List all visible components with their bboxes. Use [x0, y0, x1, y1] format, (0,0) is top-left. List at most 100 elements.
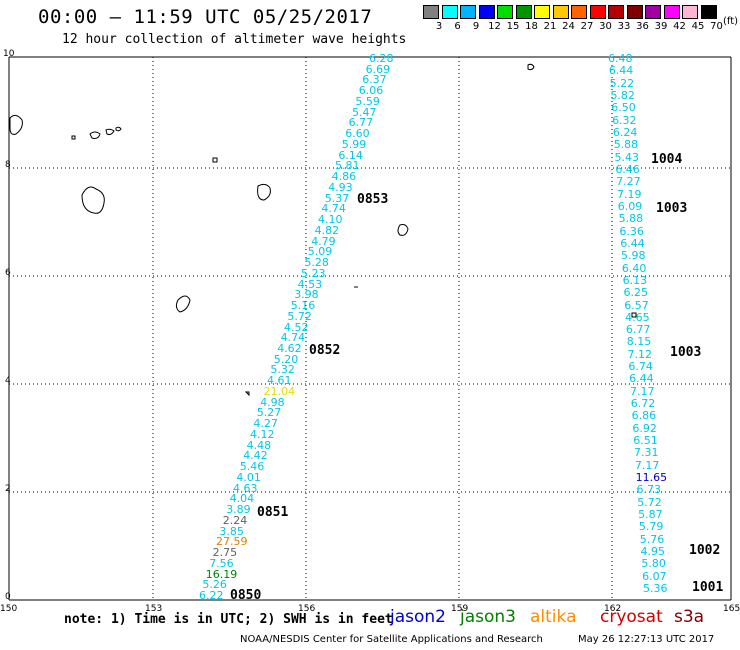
- colorbar-label: 6: [454, 21, 461, 32]
- wave-height-value: 7.19: [616, 187, 642, 201]
- island-outline: [244, 391, 250, 397]
- pass-time-label: 0850: [230, 588, 262, 603]
- island-outline: [89, 131, 101, 139]
- colorbar-swatch: [534, 5, 550, 19]
- wave-height-value: 6.72: [630, 397, 656, 411]
- colorbar-label: 42: [673, 21, 686, 32]
- colorbar-label: 70: [710, 21, 723, 32]
- colorbar-label: 45: [691, 21, 705, 32]
- wave-height-value: 21.04: [263, 384, 296, 398]
- colorbar-swatch: [478, 5, 495, 19]
- wave-height-value: 5.46: [239, 460, 265, 474]
- island-outline: [527, 63, 535, 71]
- wave-height-value: 6.74: [628, 360, 653, 374]
- island-outlines: [9, 63, 637, 397]
- wave-height-value: 5.80: [641, 557, 666, 571]
- wave-height-value: 5.37: [324, 191, 350, 205]
- wave-height-value: 5.59: [355, 94, 380, 108]
- wave-height-value: 4.65: [625, 310, 650, 324]
- wave-height-value: 6.50: [611, 101, 636, 115]
- wave-height-value: 6.57: [624, 298, 649, 312]
- pass-time-label: 0852: [309, 343, 341, 358]
- wave-height-value: 6.69: [365, 62, 391, 76]
- wave-height-value: 4.12: [250, 427, 275, 441]
- colorbar-label: 21: [543, 21, 557, 32]
- wave-height-value: 5.82: [610, 88, 635, 102]
- wave-height-value: 5.22: [609, 76, 635, 90]
- wave-height-value: 5.98: [621, 249, 646, 263]
- wave-height-value: 5.43: [614, 150, 640, 164]
- y-tick-label: 6: [5, 268, 11, 278]
- wave-height-value: 4.52: [284, 320, 309, 334]
- wave-height-value: 5.09: [307, 245, 333, 259]
- wave-height-value: 4.95: [640, 545, 666, 559]
- wave-height-value: 6.24: [612, 125, 638, 139]
- colorbar-label: 9: [472, 21, 480, 32]
- wave-height-value: 6.48: [608, 52, 633, 65]
- island-outline: [257, 183, 271, 201]
- wave-height-value: 4.74: [280, 331, 306, 345]
- x-tick-label: 150: [0, 604, 18, 614]
- island-outline: [175, 295, 191, 313]
- wave-height-value: 6.22: [199, 589, 224, 602]
- wave-height-value: 6.14: [338, 148, 363, 162]
- colorbar-swatch: [441, 5, 458, 19]
- wave-height-value: 6.09: [617, 199, 643, 213]
- legend-altika: altika: [530, 607, 577, 627]
- wave-height-value: 4.01: [236, 470, 261, 484]
- wave-height-value: 5.88: [618, 212, 644, 226]
- legend-jason2: jason2: [390, 607, 446, 627]
- wave-height-value: 5.20: [273, 352, 299, 366]
- wave-height-value: 5.26: [202, 578, 227, 592]
- wave-height-value: 6.60: [345, 127, 370, 141]
- wave-height-value: 5.16: [290, 299, 316, 313]
- colorbar-swatch: [515, 5, 532, 19]
- y-tick-label: 4: [5, 376, 11, 386]
- legend-jason3: jason3: [460, 607, 516, 627]
- colorbar-swatch: [589, 5, 606, 19]
- colorbar-swatch: [626, 5, 643, 19]
- colorbar-swatch: [460, 5, 476, 19]
- island-outline: [81, 186, 105, 214]
- island-outline: [115, 126, 122, 132]
- colorbar-label: 39: [654, 21, 668, 32]
- wave-height-value: 5.99: [341, 137, 367, 151]
- colorbar-label: 36: [636, 21, 649, 32]
- pass-time-label: 1003: [670, 345, 702, 360]
- wave-height-value: 6.77: [348, 116, 374, 130]
- pass-time-label: 0851: [257, 505, 289, 520]
- colorbar-swatch: [552, 5, 569, 19]
- footer-organization: NOAA/NESDIS Center for Satellite Applica…: [240, 634, 543, 645]
- wave-height-value: 7.56: [209, 556, 234, 570]
- wave-height-value: 5.23: [301, 266, 326, 280]
- footer-timestamp: May 26 12:27:13 UTC 2017: [578, 634, 715, 645]
- wave-height-value: 6.36: [619, 224, 644, 238]
- wave-height-value: 5.32: [270, 363, 295, 377]
- island-outline: [105, 128, 115, 136]
- colorbar-swatch: [663, 5, 680, 19]
- wave-height-value: 6.40: [621, 261, 647, 275]
- colorbar-swatch: [423, 5, 439, 19]
- wave-height-value: 4.82: [314, 223, 340, 237]
- wave-height-value: 4.93: [328, 180, 353, 194]
- wave-height-value: 6.07: [642, 569, 667, 583]
- wave-height-value: 6.25: [623, 286, 648, 300]
- wave-height-value: 11.65: [635, 471, 668, 485]
- wave-height-value: 5.87: [638, 508, 663, 522]
- island-outline: [9, 114, 23, 135]
- island-outline: [397, 224, 409, 236]
- colorbar-label: 30: [599, 21, 612, 32]
- wave-height-value: 6.77: [625, 323, 651, 337]
- wave-height-value: 6.51: [633, 434, 658, 448]
- wave-height-value: 16.19: [205, 567, 238, 581]
- wave-height-value: 6.13: [622, 273, 648, 287]
- wave-height-value: 5.79: [638, 520, 664, 534]
- wave-height-value: 4.27: [253, 417, 278, 431]
- colorbar-swatch: [682, 5, 698, 19]
- wave-height-value: 7.17: [629, 384, 655, 398]
- island-outline: [71, 135, 76, 140]
- wave-height-value: 4.86: [331, 170, 357, 184]
- wave-height-value: 4.61: [267, 374, 292, 388]
- wave-height-value: 7.17: [634, 458, 660, 472]
- legend-s3a: s3a: [674, 607, 705, 627]
